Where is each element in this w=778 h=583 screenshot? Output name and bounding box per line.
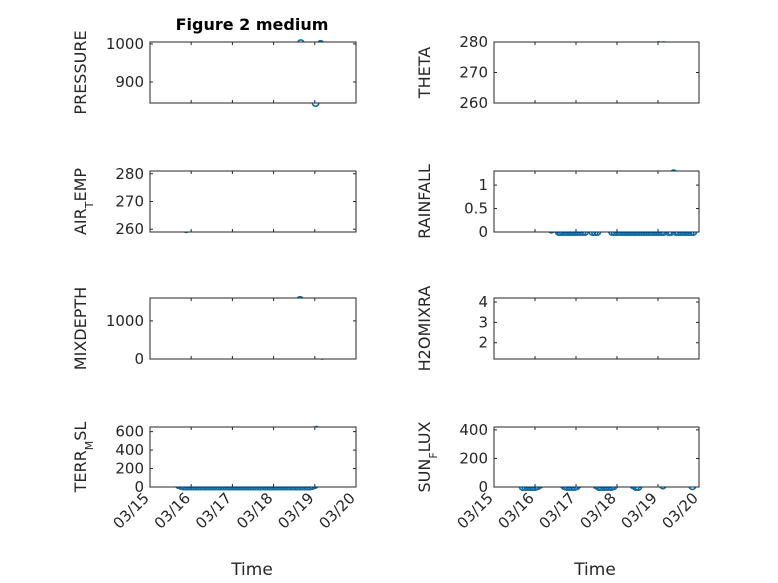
x-axis-label-left: Time — [230, 560, 273, 580]
y-axis-label-rest: EMP — [71, 168, 90, 202]
y-axis-label: MIXDEPTH — [71, 287, 90, 370]
y-tick-label: 600 — [115, 423, 144, 441]
y-tick-label: 0 — [134, 350, 144, 368]
figure-title: Figure 2 medium — [176, 15, 329, 34]
y-tick-label: 400 — [115, 441, 144, 459]
x-tick-label: 03/15 — [454, 489, 497, 532]
y-axis-label: AIRTEMP — [71, 168, 96, 235]
y-axis-label: THETA — [415, 47, 434, 99]
y-tick-label: 270 — [115, 193, 144, 211]
y-tick-label: 0 — [478, 478, 488, 496]
y-tick-label: 400 — [459, 421, 488, 439]
axes-frame — [149, 170, 357, 233]
axes-frame — [149, 297, 357, 360]
subplot-sun-flux: 0 200 400 SUNFLUX 03/1503/1603/1703/1803/190… — [415, 421, 702, 533]
y-tick-label: 0 — [134, 478, 144, 496]
subplot-theta: 260 270 280 THETA — [415, 33, 700, 112]
axes-frame — [149, 426, 357, 488]
y-tick-label: 1000 — [106, 312, 144, 330]
x-tick-label: 03/18 — [233, 489, 276, 532]
y-tick-label: 1 — [478, 176, 488, 194]
y-axis-label: SUNFLUX — [415, 421, 440, 492]
axes-frame — [493, 41, 700, 104]
axes-frame — [493, 170, 700, 233]
y-tick-label: 0.5 — [464, 200, 488, 218]
y-axis-label-main: AIR — [71, 208, 90, 235]
x-tick-label: 03/20 — [659, 489, 702, 532]
x-tick-label: 03/16 — [495, 489, 538, 532]
x-tick-label: 03/16 — [151, 489, 194, 532]
x-tick-label: 03/19 — [274, 489, 317, 532]
y-tick-label: 260 — [115, 220, 144, 238]
y-tick-label: 2 — [478, 334, 488, 352]
y-axis-label-main: TERR — [71, 450, 90, 493]
x-tick-label: 03/17 — [192, 489, 235, 532]
subplot-mixdepth: 0 1000 MIXDEPTH — [71, 287, 357, 370]
subplot-rainfall: 0 0.5 1 RAINFALL — [415, 164, 700, 241]
x-axis-label-right: Time — [573, 560, 616, 580]
subplot-h2omixra: 2 3 4 H2OMIXRA — [415, 286, 700, 372]
subplot-pressure: 900 1000 PRESSURE — [71, 30, 357, 115]
y-axis-label: RAINFALL — [415, 164, 434, 239]
y-axis-label: PRESSURE — [71, 30, 90, 114]
y-tick-label: 3 — [478, 313, 488, 331]
y-axis-label: H2OMIXRA — [415, 286, 434, 372]
x-tick-label: 03/17 — [536, 489, 579, 532]
y-axis-label-subscript: M — [83, 441, 96, 451]
y-tick-label: 900 — [115, 73, 144, 91]
y-axis-label-rest: LUX — [415, 421, 434, 452]
y-tick-label: 260 — [459, 94, 488, 112]
y-tick-label: 280 — [459, 33, 488, 51]
x-tick-label: 03/18 — [577, 489, 620, 532]
y-tick-label: 200 — [115, 460, 144, 478]
axes-frame — [493, 297, 700, 360]
subplot-terr-msl: 0200400600TERRMSL03/1503/1603/1703/1803/… — [71, 422, 359, 533]
y-axis-label: TERRMSL — [71, 422, 96, 494]
x-tick-label: 03/19 — [618, 489, 661, 532]
y-axis-label-subscript: F — [427, 452, 440, 458]
y-tick-label: 4 — [478, 293, 488, 311]
axes-frame — [149, 41, 357, 104]
x-tick-label: 03/15 — [110, 489, 153, 532]
x-tick-label: 03/20 — [316, 489, 359, 532]
y-tick-label: 0 — [478, 223, 488, 241]
y-axis-label-subscript: T — [83, 201, 96, 209]
y-tick-label: 280 — [115, 165, 144, 183]
axes-frame — [493, 426, 700, 488]
y-tick-label: 1000 — [106, 35, 144, 53]
y-tick-label: 270 — [459, 64, 488, 82]
y-axis-label-rest: SL — [71, 422, 90, 441]
y-tick-label: 200 — [459, 449, 488, 467]
subplot-air-temp: 260 270 280 AIRTEMP — [71, 165, 357, 238]
y-axis-label-main: SUN — [415, 459, 434, 493]
